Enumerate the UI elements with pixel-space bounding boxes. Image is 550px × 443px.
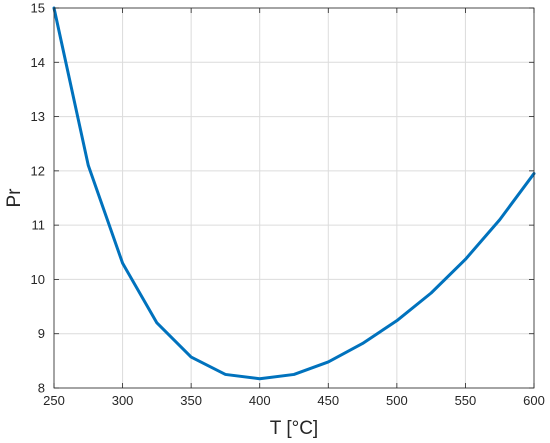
series-line	[52, 6, 536, 381]
y-tick-label: 8	[38, 381, 45, 396]
x-tick-label: 550	[455, 393, 477, 408]
x-axis-ticks: 250 300 350 400 450 500 550 600	[43, 8, 545, 408]
x-tick-label: 450	[317, 393, 339, 408]
y-tick-label: 12	[31, 163, 45, 178]
plot-frame	[53, 7, 535, 389]
x-axis-label: T [°C]	[270, 418, 318, 439]
grid-lines	[53, 7, 535, 389]
y-tick-label: 14	[31, 55, 45, 70]
x-tick-label: 300	[112, 393, 134, 408]
x-tick-label: 600	[523, 393, 545, 408]
x-tick-label: 500	[386, 393, 408, 408]
y-axis-ticks: 8 9 10 11 12 13 14 15	[31, 1, 534, 396]
y-tick-label: 11	[32, 218, 46, 233]
series-group	[52, 6, 536, 381]
y-tick-label: 10	[31, 272, 45, 287]
plot-area	[54, 8, 534, 388]
x-tick-label: 400	[249, 393, 271, 408]
y-tick-label: 13	[31, 109, 45, 124]
y-axis-label: Pr	[4, 188, 25, 208]
x-tick-label: 350	[180, 393, 202, 408]
x-tick-label: 250	[43, 393, 65, 408]
y-tick-label: 9	[38, 326, 45, 341]
y-tick-label: 15	[31, 1, 45, 16]
